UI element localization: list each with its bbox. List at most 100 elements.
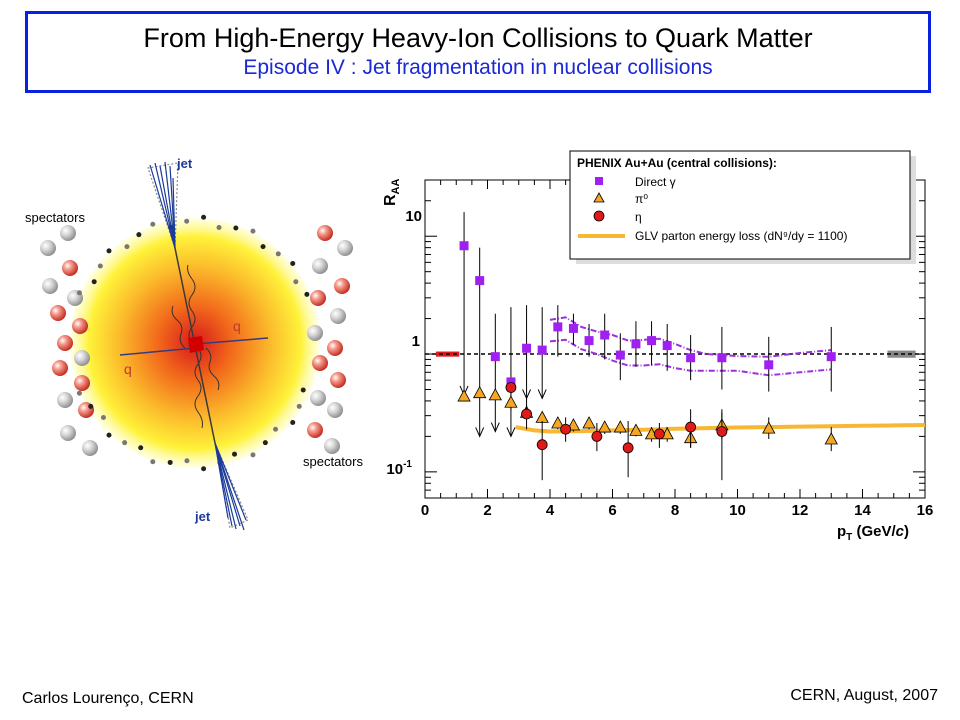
- ytick-1: 1: [412, 333, 420, 350]
- direct-gamma-point: [522, 343, 532, 353]
- spectator-nucleon: [312, 355, 328, 371]
- pi0-point: [551, 416, 565, 429]
- particle-dot: [201, 466, 207, 472]
- eta-point: [685, 421, 697, 433]
- spectator-nucleon: [317, 225, 333, 241]
- direct-gamma-point: [615, 350, 625, 360]
- particle-dot: [290, 260, 296, 266]
- legend-marker-direct-gamma: [595, 177, 603, 185]
- collision-diagram: jet jet spectators spectators q q: [25, 156, 363, 531]
- direct-gamma-point: [537, 345, 547, 355]
- particle-dot: [106, 432, 112, 438]
- direct-gamma-point: [631, 339, 641, 349]
- x-tick-label: 6: [608, 502, 616, 519]
- quark-left-line: [119, 347, 196, 356]
- upper-jet: [147, 161, 179, 249]
- theory-band-upper: [549, 316, 832, 358]
- legend-marker-eta: [593, 210, 605, 222]
- legend-box: [569, 150, 911, 260]
- direct-gamma-point: [490, 352, 500, 362]
- spectator-nucleon: [52, 360, 68, 376]
- particle-dot: [184, 218, 190, 224]
- particle-dot: [250, 228, 256, 234]
- particle-dot: [124, 244, 130, 250]
- particle-dot: [88, 403, 94, 409]
- particle-dot: [233, 225, 239, 231]
- direct-gamma-point: [600, 330, 610, 340]
- lower-jet: [214, 442, 249, 531]
- spectator-nucleon: [337, 240, 353, 256]
- eta-point: [653, 428, 665, 440]
- upper-limit-arrow: [506, 427, 516, 438]
- particle-dot: [97, 263, 103, 269]
- direct-gamma-point: [475, 276, 485, 286]
- spectator-nucleon: [327, 340, 343, 356]
- direct-gamma-point: [662, 341, 672, 351]
- spectator-nucleon: [82, 440, 98, 456]
- x-tick-label: 12: [792, 502, 809, 519]
- particle-dot: [167, 459, 173, 465]
- pi0-point: [504, 395, 518, 408]
- eta-point: [505, 382, 517, 393]
- particle-dot: [201, 214, 207, 220]
- eta-point: [591, 430, 603, 442]
- particle-dot: [106, 248, 112, 254]
- quark-label-left: q: [124, 361, 132, 377]
- legend-entry-pi0: π⁰: [635, 192, 648, 206]
- spectator-nucleon: [324, 438, 340, 454]
- direct-gamma-point: [647, 336, 657, 346]
- particle-dot: [262, 440, 268, 446]
- pi0-point: [762, 421, 776, 434]
- data-markers: [457, 212, 838, 481]
- collision-point: [188, 336, 204, 353]
- particle-dot: [275, 251, 281, 257]
- normalization-boxes: [435, 350, 916, 358]
- spectator-nucleon: [310, 390, 326, 406]
- direct-gamma-point: [717, 353, 727, 363]
- pi0-point: [582, 416, 596, 429]
- particle-dot: [273, 426, 279, 432]
- particle-dot: [150, 221, 156, 227]
- spectators-label-bottom: spectators: [303, 454, 363, 469]
- legend: PHENIX Au+Au (central collisions): Direc…: [569, 150, 916, 264]
- eta-point: [521, 408, 532, 420]
- upper-limit-arrow: [537, 389, 547, 400]
- pi0-point: [613, 420, 627, 433]
- x-tick-label: 8: [671, 502, 679, 519]
- legend-entry-direct-gamma: Direct γ: [635, 175, 676, 189]
- glv-curve: [515, 423, 926, 434]
- ytick-0.1: 10-1: [386, 459, 412, 478]
- quark-label-right: q: [233, 318, 241, 334]
- raa-chart: 0 2 4 6 8 10 12 14 16 10 1 10-1 RAA pT (GeV/c) P…: [382, 150, 933, 543]
- direct-gamma-point: [459, 241, 469, 251]
- quark-right-line: [194, 337, 269, 345]
- spectator-nucleon: [40, 240, 56, 256]
- upper-limit-arrow: [475, 427, 485, 438]
- footer-author: Carlos Lourenço, CERN: [22, 690, 194, 707]
- particle-dot: [184, 458, 190, 464]
- spectator-nucleon: [62, 260, 78, 276]
- footer-date: CERN, August, 2007: [790, 687, 938, 704]
- ytick-10: 10: [405, 208, 422, 225]
- particle-dot: [76, 390, 82, 396]
- direct-gamma-point: [568, 323, 578, 333]
- x-tick-label: 0: [421, 502, 429, 519]
- particle-dot: [232, 451, 238, 457]
- spectator-nucleon: [334, 278, 350, 294]
- pi0-point: [629, 423, 643, 436]
- spectator-nucleon: [312, 258, 328, 274]
- direct-gamma-point: [584, 336, 594, 346]
- y-axis-label: RAA: [382, 178, 402, 206]
- axis-ticks: [424, 179, 926, 498]
- legend-title: PHENIX Au+Au (central collisions):: [577, 156, 777, 170]
- particle-dot: [122, 440, 128, 446]
- spectator-nucleon: [60, 225, 76, 241]
- particle-dots: [76, 214, 310, 472]
- legend-marker-pi0: [593, 192, 605, 203]
- legend-entry-eta: η: [635, 210, 642, 224]
- pi0-point: [473, 385, 487, 399]
- eta-point: [536, 439, 548, 451]
- direct-gamma-point: [686, 353, 696, 363]
- particle-dot: [250, 452, 256, 458]
- spectator-nucleon: [307, 422, 323, 438]
